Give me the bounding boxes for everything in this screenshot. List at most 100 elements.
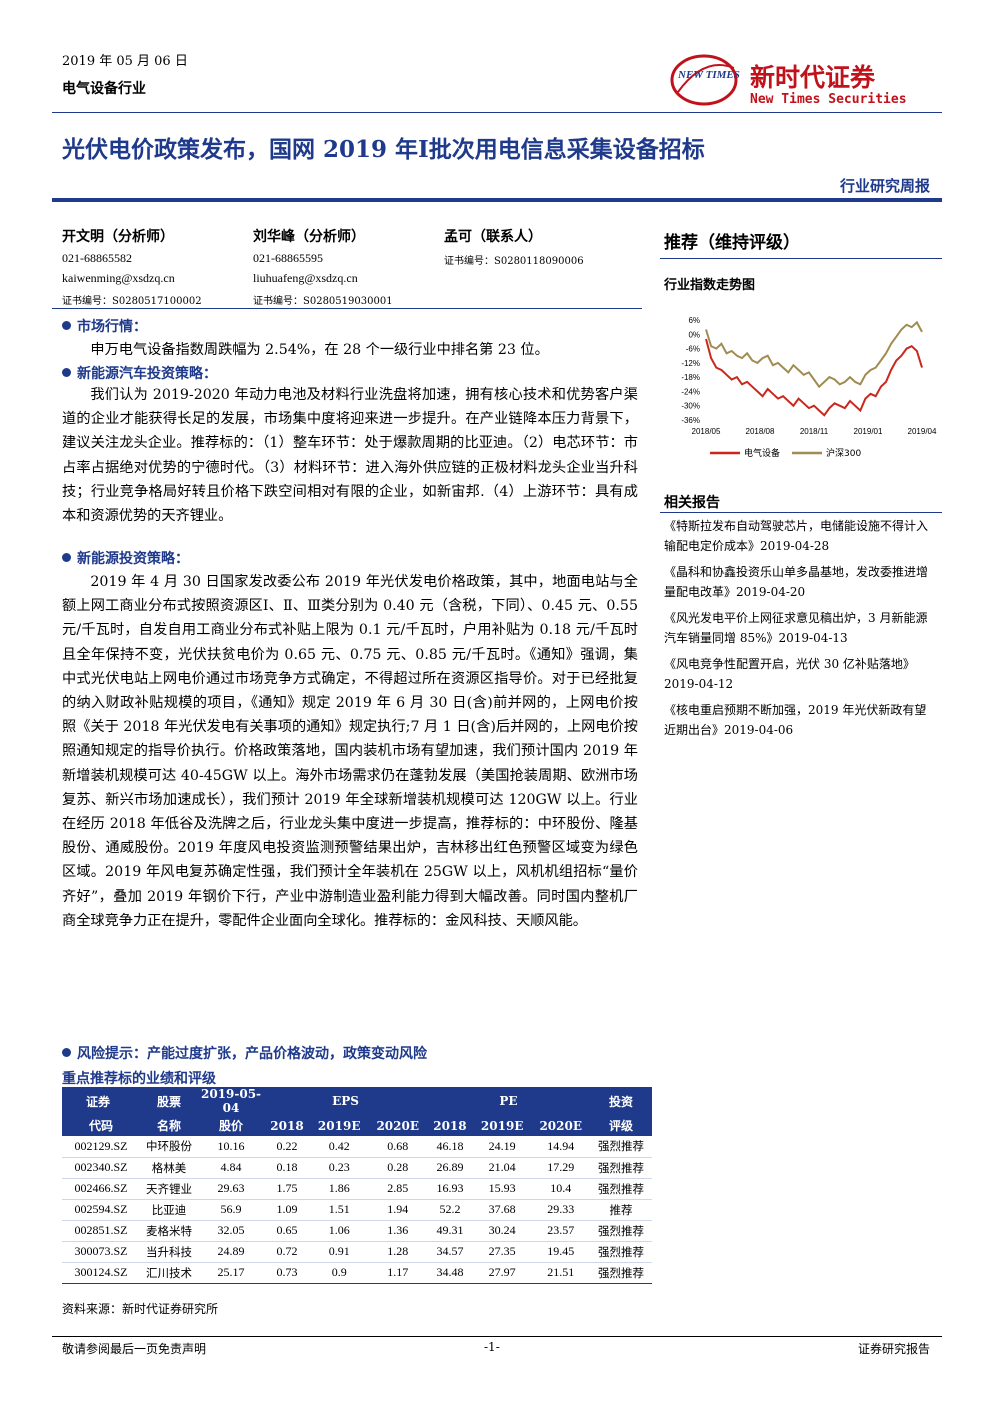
- analyst-2-name: 刘华峰（分析师）: [253, 229, 365, 245]
- table-cell: 1.51: [309, 1199, 369, 1221]
- table-cell: 1.36: [368, 1220, 427, 1242]
- th-col-4: 2019E: [309, 1115, 369, 1136]
- table-cell: 1.06: [309, 1220, 369, 1242]
- nev-section-heading: 新能源汽车投资策略：: [62, 363, 217, 383]
- rating-label: 推荐（维持评级）: [664, 233, 800, 253]
- x-tick-label: 2019/01: [854, 427, 883, 436]
- table-cell: 21.04: [472, 1157, 532, 1179]
- table-cell: 格林美: [140, 1157, 198, 1179]
- th-date: 2019-05-04: [198, 1087, 264, 1115]
- table-cell: 麦格米特: [140, 1220, 198, 1242]
- analyst-divider: [52, 308, 642, 309]
- series-line: [705, 338, 923, 417]
- related-reports-title: 相关报告: [664, 495, 720, 511]
- table-cell: 1.09: [264, 1199, 310, 1221]
- market-text: 申万电气设备指数周跌幅为 2.54%，在 28 个一级行业中排名第 23 位。: [90, 342, 549, 358]
- table-row: 300073.SZ 当升科技 24.89 0.72 0.91 1.28 34.57 27.35…: [62, 1241, 652, 1263]
- table-cell: 强烈推荐: [590, 1220, 652, 1242]
- related-report-2[interactable]: 《晶科和协鑫投资乐山单多晶基地，发改委推进增量配电改革》2019-04-20: [664, 565, 929, 599]
- contact-cert: 证书编号：S0280118090006: [444, 256, 584, 267]
- table-row: 002466.SZ 天齐锂业 29.63 1.75 1.86 2.85 16.93 15.93…: [62, 1178, 652, 1200]
- related-report-5[interactable]: 《核电重启预期不断加强，2019 年光伏新政有望近期出台》2019-04-06: [664, 703, 927, 737]
- table-cell: 推荐: [590, 1199, 652, 1221]
- footer-disclaimer[interactable]: 敬请参阅最后一页免责声明: [62, 1342, 207, 1356]
- table-cell: 比亚迪: [140, 1199, 198, 1221]
- table-cell: 23.57: [531, 1220, 590, 1242]
- footer-doc-type: 证券研究报告: [857, 1342, 930, 1356]
- table-cell: 32.05: [198, 1220, 264, 1242]
- table-cell: 17.29: [531, 1157, 590, 1179]
- related-report-4[interactable]: 《风电竞争性配置开启，光伏 30 亿补贴落地》2019-04-12: [664, 657, 915, 691]
- table-cell: 27.35: [472, 1241, 532, 1263]
- table-cell: 10.16: [198, 1136, 264, 1158]
- table-cell: 21.51: [531, 1262, 590, 1284]
- table-cell: 002851.SZ: [62, 1220, 140, 1242]
- table-cell: 当升科技: [140, 1241, 198, 1263]
- table-cell: 强烈推荐: [590, 1157, 652, 1179]
- bullet-icon: [62, 368, 71, 377]
- legend-label: 电气设备: [744, 447, 780, 459]
- table-cell: 24.89: [198, 1241, 264, 1263]
- y-tick-label: -12%: [681, 359, 700, 368]
- ne-text: 2019 年 4 月 30 日国家发改委公布 2019 年光伏发电价格政策，其中…: [62, 574, 638, 929]
- th-pe: PE: [426, 1087, 590, 1115]
- table-cell: 0.91: [309, 1241, 369, 1263]
- y-tick-label: -36%: [681, 416, 700, 425]
- table-cell: 300073.SZ: [62, 1241, 140, 1263]
- th-col-3: 2018: [264, 1115, 310, 1136]
- y-tick-label: -30%: [681, 402, 700, 411]
- legend-label: 沪深300: [826, 447, 861, 459]
- contact-name: 孟可（联系人）: [444, 229, 542, 245]
- table-cell: 0.23: [309, 1157, 369, 1179]
- company-logo-icon: NEW TIMES: [668, 52, 744, 108]
- related-report-1[interactable]: 《特斯拉发布自动驾驶芯片，电储能设施不得计入输配电定价成本》2019-04-28: [664, 519, 929, 553]
- x-tick-label: 2019/04: [908, 427, 937, 436]
- table-cell: 1.86: [309, 1178, 369, 1200]
- table-cell: 强烈推荐: [590, 1241, 652, 1263]
- header-divider: [52, 112, 942, 113]
- th-col-7: 2019E: [472, 1115, 532, 1136]
- x-tick-label: 2018/11: [800, 427, 829, 436]
- table-cell: 0.42: [309, 1136, 369, 1158]
- table-cell: 16.93: [426, 1178, 473, 1200]
- table-cell: 27.97: [472, 1262, 532, 1284]
- logo-company-name-en: New Times Securities: [750, 92, 907, 107]
- analyst-2-email[interactable]: liuhuafeng@xsdzq.cn: [253, 271, 358, 285]
- table-cell: 强烈推荐: [590, 1136, 652, 1158]
- table-cell: 52.2: [426, 1199, 473, 1221]
- table-cell: 0.68: [368, 1136, 427, 1158]
- market-section-heading: 市场行情：: [62, 316, 147, 336]
- th-col-5: 2020E: [368, 1115, 427, 1136]
- table-row: 002129.SZ 中环股份 10.16 0.22 0.42 0.68 46.18 24.19…: [62, 1136, 652, 1158]
- table-cell: 10.4: [531, 1178, 590, 1200]
- analyst-1-email[interactable]: kaiwenming@xsdzq.cn: [62, 271, 175, 285]
- table-cell: 4.84: [198, 1157, 264, 1179]
- logo-mark-text: NEW TIMES: [677, 69, 740, 81]
- page-title: 光伏电价政策发布，国网 2019 年Ⅰ批次用电信息采集设备招标: [62, 136, 705, 163]
- table-cell: 0.72: [264, 1241, 310, 1263]
- table-cell: 30.24: [472, 1220, 532, 1242]
- table-cell: 1.17: [368, 1262, 427, 1284]
- related-divider: [660, 512, 942, 513]
- related-report-3[interactable]: 《风光发电平价上网征求意见稿出炉，3 月新能源汽车销量同增 85%》2019-0…: [664, 611, 928, 645]
- analyst-2-phone: 021-68865595: [253, 251, 323, 265]
- table-title: 重点推荐标的业绩和评级: [62, 1071, 216, 1087]
- report-date: 2019 年 05 月 06 日: [62, 54, 188, 69]
- page-number: -1-: [484, 1340, 500, 1354]
- table-cell: 0.73: [264, 1262, 310, 1284]
- analyst-1-phone: 021-68865582: [62, 251, 132, 265]
- table-cell: 0.22: [264, 1136, 310, 1158]
- th-col-9: 评级: [590, 1115, 652, 1136]
- table-cell: 0.9: [309, 1262, 369, 1284]
- title-divider: [52, 198, 942, 202]
- x-tick-label: 2018/05: [692, 427, 721, 436]
- industry-label: 电气设备行业: [62, 81, 146, 97]
- table-cell: 29.33: [531, 1199, 590, 1221]
- table-row: 300124.SZ 汇川技术 25.17 0.73 0.9 1.17 34.48 27.97 2…: [62, 1262, 652, 1284]
- table-row: 002594.SZ 比亚迪 56.9 1.09 1.51 1.94 52.2 37.68 29.…: [62, 1199, 652, 1221]
- table-cell: 强烈推荐: [590, 1262, 652, 1284]
- report-type: 行业研究周报: [839, 177, 930, 195]
- y-tick-label: -24%: [681, 387, 700, 396]
- bullet-icon: [62, 553, 71, 562]
- table-cell: 19.45: [531, 1241, 590, 1263]
